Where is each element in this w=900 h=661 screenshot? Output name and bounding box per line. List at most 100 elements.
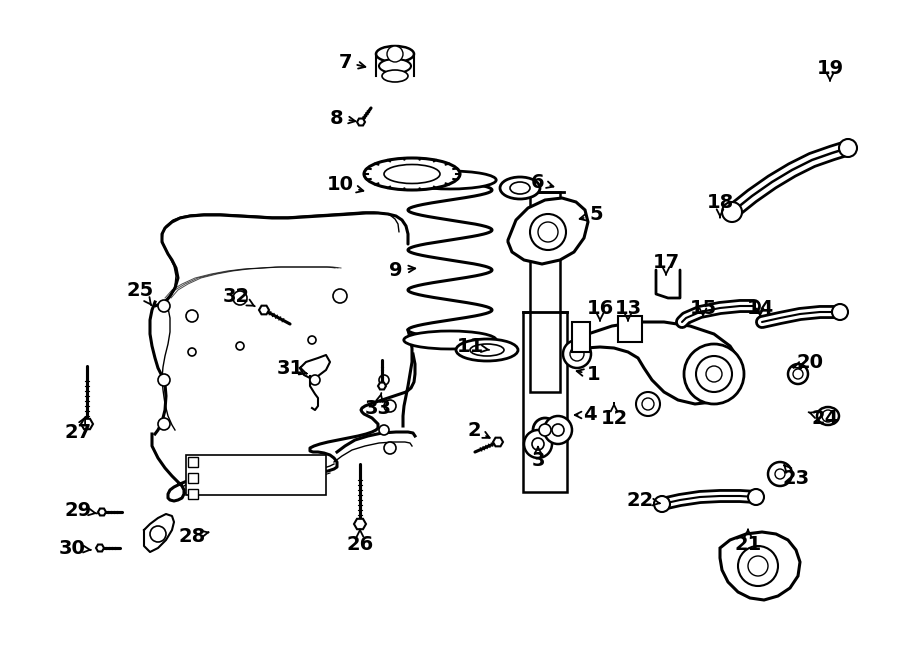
Circle shape bbox=[530, 214, 566, 250]
Circle shape bbox=[524, 430, 552, 458]
Bar bbox=[188, 489, 198, 499]
Circle shape bbox=[333, 289, 347, 303]
Circle shape bbox=[552, 424, 564, 436]
Circle shape bbox=[533, 418, 557, 442]
Text: 30: 30 bbox=[58, 539, 91, 557]
Text: 14: 14 bbox=[746, 299, 774, 317]
Text: 29: 29 bbox=[65, 500, 97, 520]
Circle shape bbox=[236, 342, 244, 350]
Polygon shape bbox=[144, 514, 174, 552]
Bar bbox=[523, 312, 567, 492]
Text: 33: 33 bbox=[364, 393, 392, 418]
Bar bbox=[188, 473, 198, 483]
Circle shape bbox=[636, 392, 660, 416]
Text: 17: 17 bbox=[652, 253, 680, 275]
Text: 15: 15 bbox=[689, 299, 716, 317]
Text: 26: 26 bbox=[346, 529, 374, 555]
Circle shape bbox=[696, 356, 732, 392]
Text: 32: 32 bbox=[222, 286, 255, 306]
Circle shape bbox=[384, 400, 396, 412]
Text: 10: 10 bbox=[327, 176, 364, 194]
Text: 5: 5 bbox=[580, 206, 603, 225]
Text: 7: 7 bbox=[338, 52, 365, 71]
Polygon shape bbox=[354, 519, 366, 529]
Circle shape bbox=[839, 139, 857, 157]
Circle shape bbox=[387, 46, 403, 62]
Text: 3: 3 bbox=[531, 447, 544, 469]
Ellipse shape bbox=[500, 177, 540, 199]
Text: 19: 19 bbox=[816, 59, 843, 81]
Circle shape bbox=[738, 546, 778, 586]
Circle shape bbox=[642, 398, 654, 410]
Circle shape bbox=[544, 416, 572, 444]
Bar bbox=[572, 322, 590, 352]
Circle shape bbox=[768, 462, 792, 486]
Text: 18: 18 bbox=[706, 192, 733, 217]
Text: 22: 22 bbox=[626, 490, 660, 510]
Text: 20: 20 bbox=[793, 352, 824, 371]
Text: 6: 6 bbox=[531, 173, 554, 192]
Circle shape bbox=[532, 438, 544, 450]
Circle shape bbox=[793, 369, 803, 379]
Text: 24: 24 bbox=[808, 408, 839, 428]
Polygon shape bbox=[572, 322, 740, 404]
Ellipse shape bbox=[364, 158, 460, 190]
Text: 16: 16 bbox=[587, 299, 614, 321]
Text: 8: 8 bbox=[330, 108, 356, 128]
Ellipse shape bbox=[510, 182, 530, 194]
Circle shape bbox=[310, 375, 320, 385]
Polygon shape bbox=[493, 438, 503, 446]
Circle shape bbox=[158, 418, 170, 430]
Text: 4: 4 bbox=[575, 405, 597, 424]
Ellipse shape bbox=[470, 344, 504, 356]
Circle shape bbox=[158, 300, 170, 312]
Circle shape bbox=[722, 202, 742, 222]
Circle shape bbox=[539, 424, 551, 436]
Circle shape bbox=[788, 364, 808, 384]
Circle shape bbox=[684, 344, 744, 404]
Ellipse shape bbox=[379, 59, 411, 73]
Circle shape bbox=[748, 556, 768, 576]
Circle shape bbox=[150, 526, 166, 542]
Text: 12: 12 bbox=[600, 403, 627, 428]
Text: 31: 31 bbox=[276, 358, 307, 377]
Polygon shape bbox=[81, 419, 93, 429]
Circle shape bbox=[822, 410, 834, 422]
Ellipse shape bbox=[404, 331, 496, 349]
Polygon shape bbox=[98, 508, 106, 516]
Circle shape bbox=[186, 310, 198, 322]
Bar bbox=[530, 192, 560, 392]
Ellipse shape bbox=[384, 165, 440, 184]
Ellipse shape bbox=[456, 339, 518, 361]
Ellipse shape bbox=[404, 171, 496, 189]
Circle shape bbox=[538, 222, 558, 242]
Text: 23: 23 bbox=[782, 465, 810, 488]
Ellipse shape bbox=[382, 70, 408, 82]
Circle shape bbox=[775, 469, 785, 479]
Text: 9: 9 bbox=[389, 260, 415, 280]
Polygon shape bbox=[378, 383, 386, 389]
Ellipse shape bbox=[817, 407, 839, 425]
Text: 13: 13 bbox=[615, 299, 642, 321]
Bar bbox=[188, 457, 198, 467]
Circle shape bbox=[233, 291, 247, 305]
Polygon shape bbox=[300, 355, 330, 378]
Text: 2: 2 bbox=[467, 420, 490, 440]
Ellipse shape bbox=[376, 46, 414, 62]
Circle shape bbox=[188, 348, 196, 356]
Circle shape bbox=[748, 489, 764, 505]
Polygon shape bbox=[259, 305, 269, 315]
Text: 27: 27 bbox=[65, 417, 92, 442]
Circle shape bbox=[654, 496, 670, 512]
Text: 21: 21 bbox=[734, 529, 761, 555]
Circle shape bbox=[570, 347, 584, 361]
Polygon shape bbox=[96, 545, 104, 551]
Circle shape bbox=[563, 340, 591, 368]
Text: 25: 25 bbox=[126, 280, 154, 305]
Circle shape bbox=[308, 336, 316, 344]
Bar bbox=[618, 316, 642, 342]
Text: 28: 28 bbox=[178, 527, 209, 545]
Circle shape bbox=[379, 375, 389, 385]
Polygon shape bbox=[508, 198, 588, 264]
Bar bbox=[186, 455, 326, 495]
